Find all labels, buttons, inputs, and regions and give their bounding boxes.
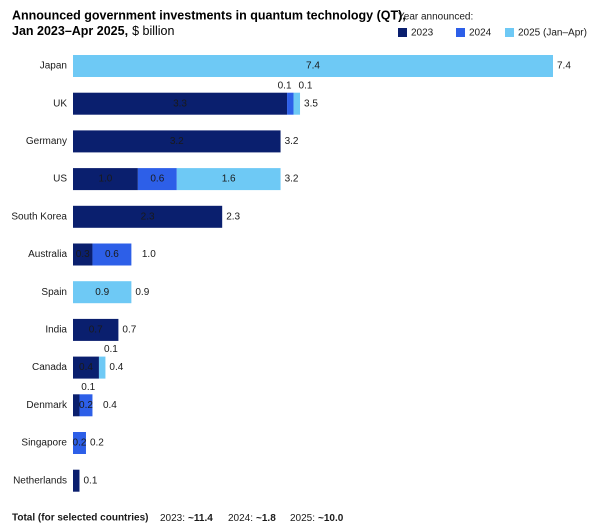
bar-segment [79,394,93,417]
y-tick-label: Canada [32,362,67,373]
value-label: 0.1 [81,382,95,393]
value-label: 0.1 [278,80,292,91]
bar-segment [73,469,80,492]
total-label: 0.7 [122,325,136,336]
bar-segment [73,168,138,191]
value-label: 0.2 [79,400,93,411]
y-tick-label: US [53,174,67,185]
value-label: 3.2 [170,136,184,147]
footer-item: 2024: ~1.8 [228,513,276,524]
y-tick-label: UK [53,98,67,109]
bar-segment [73,243,93,266]
total-label: 1.0 [142,249,156,260]
y-tick-label: Spain [41,287,67,298]
y-tick-label: Denmark [26,400,68,411]
y-tick-label: Germany [26,136,67,147]
total-label: 3.2 [285,136,299,147]
value-label: 1.6 [222,174,236,185]
value-label: 0.1 [299,80,313,91]
value-label: 0.9 [95,287,109,298]
bar-segment [73,55,553,77]
chart-title: Announced government investments in quan… [12,8,406,22]
legend-label: 2023 [411,28,434,39]
total-label: 0.2 [90,438,104,449]
value-label: 0.2 [73,438,87,449]
bar-segment [176,168,281,191]
total-label: 3.2 [285,174,299,185]
footer-label: Total (for selected countries) [12,513,149,524]
legend-swatch [505,28,514,37]
bar-segment [73,432,86,454]
y-tick-label: Singapore [21,438,67,449]
bar-segment [73,130,281,153]
legend-swatch [398,28,407,37]
value-label: 0.4 [79,362,93,373]
bar-segment [73,92,288,115]
chart-title: Jan 2023–Apr 2025, $ billion [12,24,174,38]
footer-item-value: ~11.4 [188,513,213,524]
footer-item: 2025: ~10.0 [290,513,344,524]
chart-subtitle: $ billion [132,24,174,38]
footer-item-label: 2024: [228,513,253,524]
footer-item-label: 2023: [160,513,185,524]
total-label: 0.9 [135,287,149,298]
bar-segment [98,356,106,379]
y-tick-label: South Korea [11,211,67,222]
footer-item-label: 2025: [290,513,315,524]
legend-swatch [456,28,465,37]
y-tick-label: Australia [28,249,67,260]
y-tick-label: Netherlands [13,475,67,486]
value-label: 2.3 [141,211,155,222]
bar-segment [92,243,132,266]
bar-segment [73,356,99,379]
chart-title: Jan 2023–Apr 2025, [12,24,128,38]
total-label: 3.5 [304,98,318,109]
y-tick-label: Japan [40,61,67,72]
bar-segment [293,92,301,115]
bar-segment [73,281,132,304]
footer-item-value: ~1.8 [256,513,276,524]
value-label: 7.4 [306,61,320,72]
value-label: 3.3 [173,98,187,109]
bar-segment [73,394,80,417]
value-label: 1.0 [98,174,112,185]
footer-item: 2023: ~11.4 [160,513,213,524]
y-tick-label: India [45,325,67,336]
value-label: 0.1 [104,344,118,355]
bar-segment [73,318,119,341]
value-label: 0.6 [150,174,164,185]
footer-item-value: ~10.0 [318,513,344,524]
value-label: 0.6 [105,249,119,260]
bar-segment [287,92,294,115]
legend-label: 2025 (Jan–Apr) [518,28,587,39]
total-label: 2.3 [226,211,240,222]
total-label: 0.4 [109,362,123,373]
legend-label: 2024 [469,28,492,39]
value-label: 0.7 [89,325,103,336]
total-label: 0.1 [83,475,97,486]
bar-segment [137,168,177,191]
legend-title: Year announced: [398,12,473,23]
value-label: 0.3 [76,249,90,260]
total-label: 0.4 [103,400,117,411]
bar-segment [73,205,223,228]
total-label: 7.4 [557,61,571,72]
